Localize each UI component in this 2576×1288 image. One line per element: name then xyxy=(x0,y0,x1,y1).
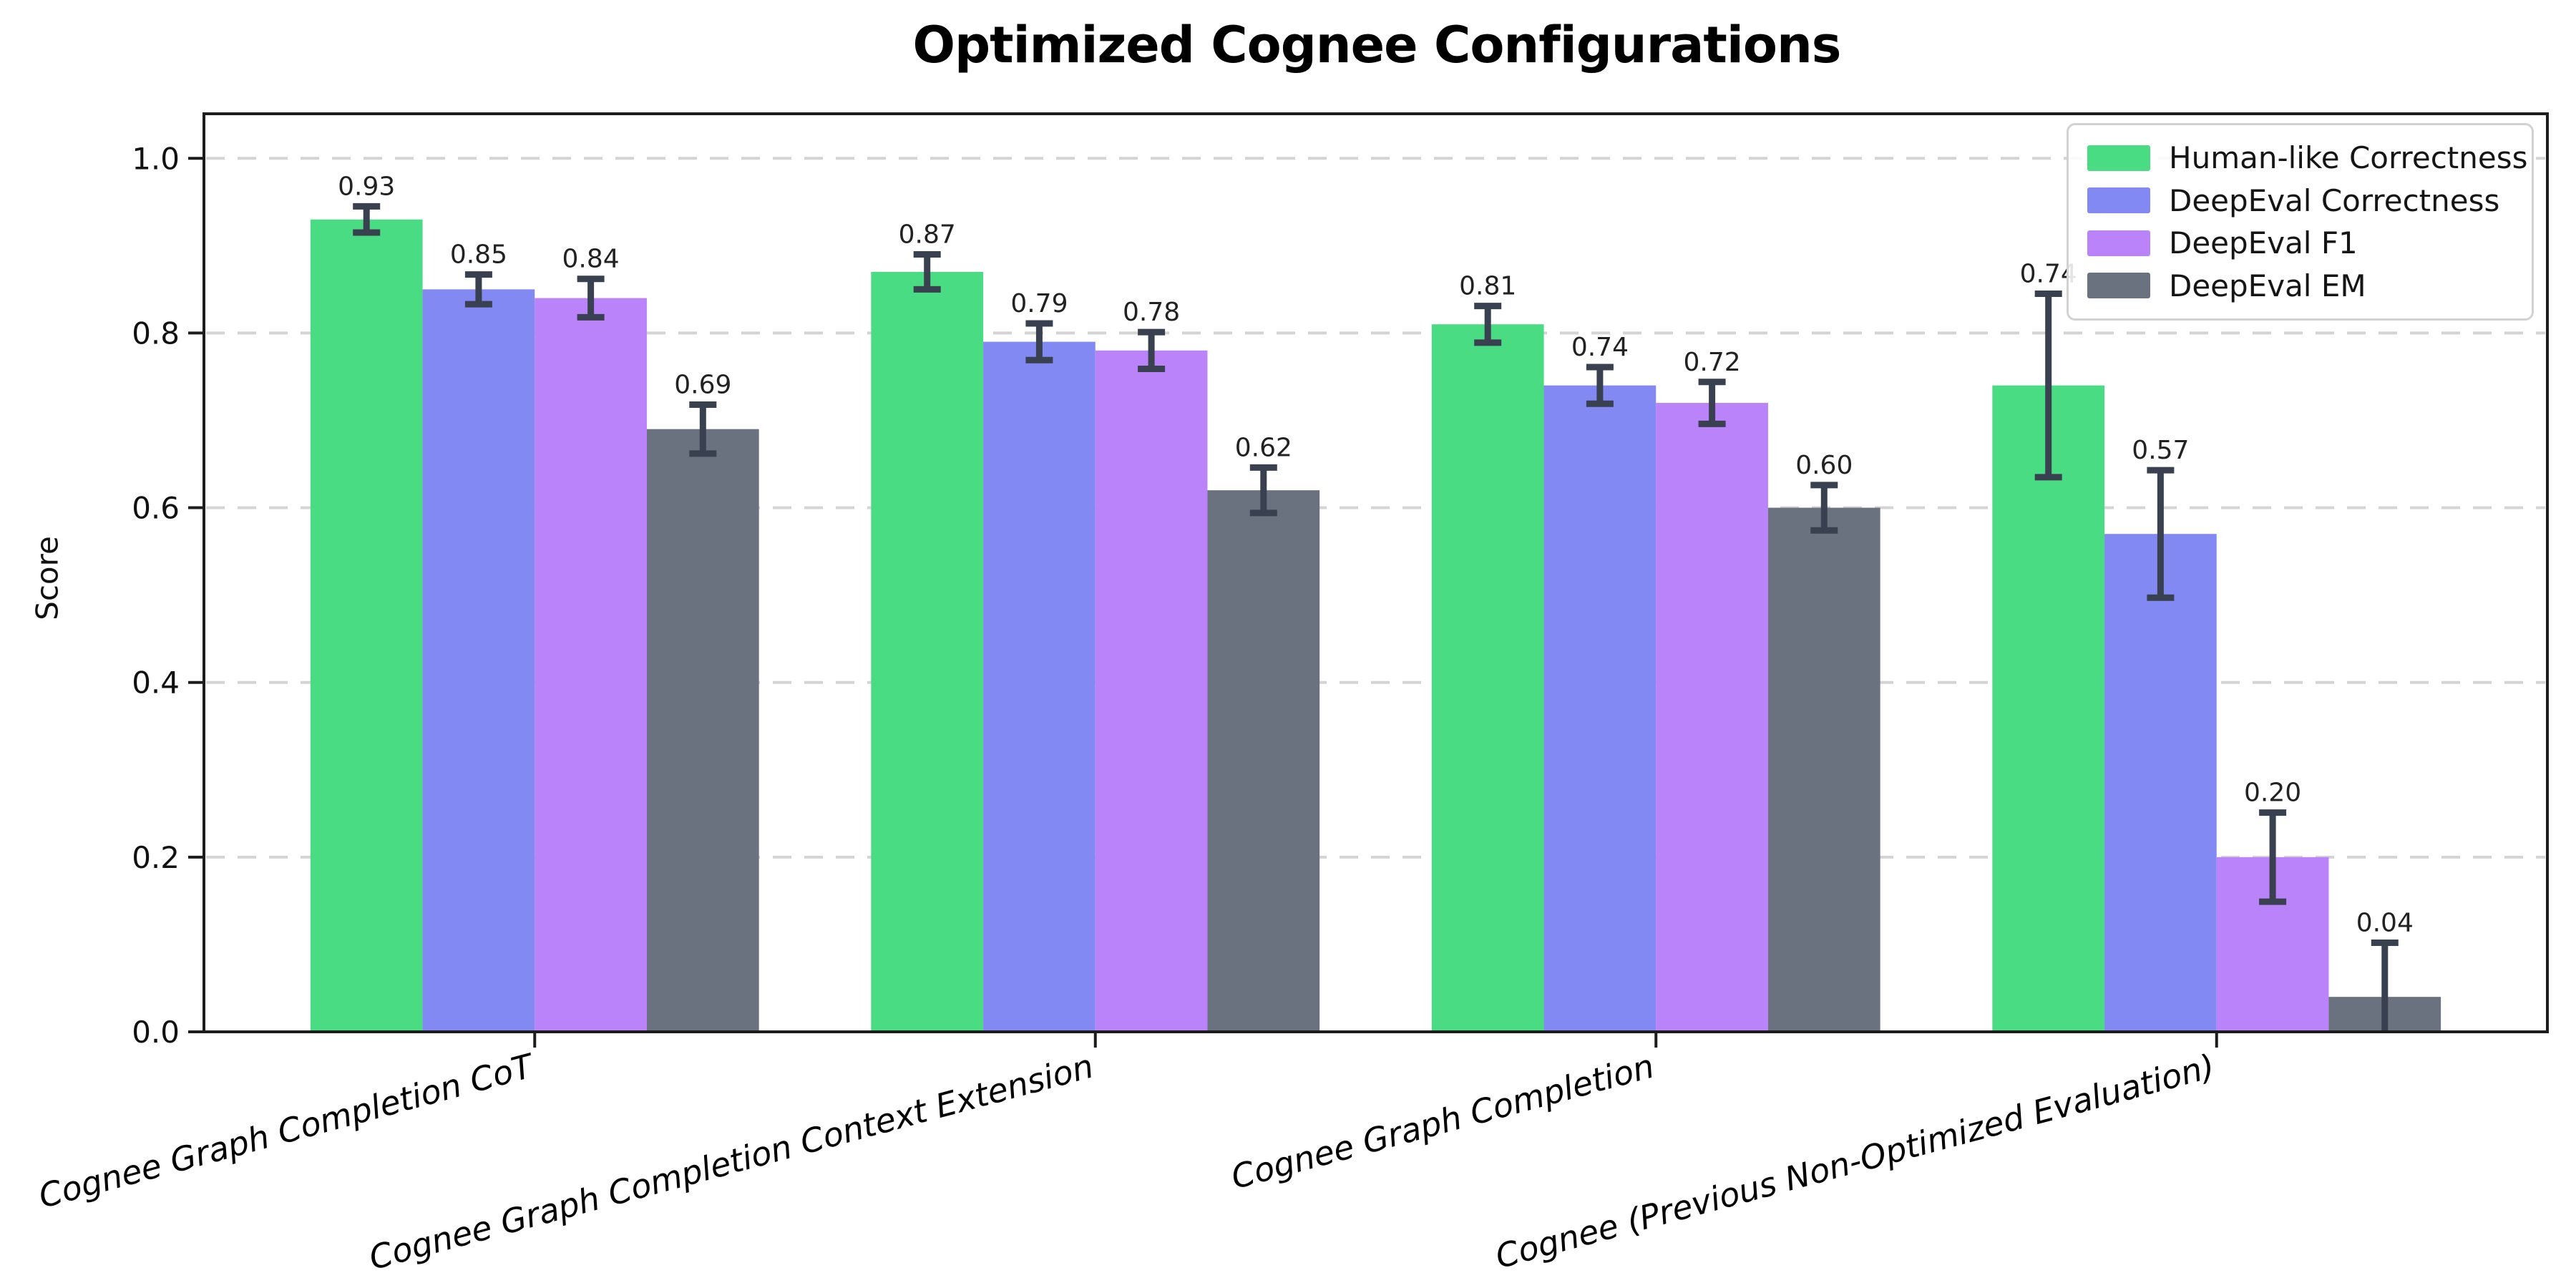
legend-label: DeepEval F1 xyxy=(2169,225,2358,261)
value-label: 0.81 xyxy=(1459,272,1516,301)
y-tick-label-0.8: 0.8 xyxy=(132,316,180,351)
series-deepeval-correctness xyxy=(422,289,2217,1033)
y-tick-label-0.2: 0.2 xyxy=(132,840,180,875)
value-labels: 0.930.870.81 0.740.850.790.740.570.840.78… xyxy=(338,172,2414,937)
y-tick-label-0.6: 0.6 xyxy=(132,491,180,526)
bar-human-like-correctness-g2 xyxy=(871,271,984,1032)
y-tick-label-0.4: 0.4 xyxy=(132,665,180,701)
bar-deepeval-em-g2 xyxy=(1207,490,1320,1032)
legend-item-2: DeepEval Correctness xyxy=(2087,183,2513,218)
legend-swatch xyxy=(2087,187,2150,214)
bar-deepeval-correctness-g3 xyxy=(1543,385,1657,1032)
legend-swatch xyxy=(2087,145,2150,171)
bar-deepeval-em-g3 xyxy=(1767,507,1880,1032)
y-axis-label: Score xyxy=(29,536,65,620)
value-label: 0.78 xyxy=(1123,298,1180,327)
bar-deepeval-correctness-g2 xyxy=(983,341,1096,1032)
value-label: 0.93 xyxy=(338,172,395,201)
legend-swatch xyxy=(2087,273,2150,299)
x-tick-label-1: Cognee Graph Completion CoT xyxy=(34,1045,539,1215)
value-label: 0.62 xyxy=(1235,433,1292,462)
legend-label: DeepEval EM xyxy=(2169,268,2366,303)
bar-deepeval-f1-g2 xyxy=(1095,350,1208,1032)
bar-human-like-correctness-g3 xyxy=(1431,324,1544,1032)
value-label: 0.85 xyxy=(450,240,507,270)
legend-item-4: DeepEval EM xyxy=(2087,268,2513,303)
y-tick-label-0.0: 0.0 xyxy=(132,1015,180,1050)
bar-deepeval-f1-g3 xyxy=(1656,403,1768,1032)
value-label: 0.84 xyxy=(562,245,620,274)
y-axis: 0.0 0.2 0.4 0.6 0.8 1.0 xyxy=(132,141,204,1050)
value-label: 0.74 xyxy=(1571,333,1629,362)
bar-deepeval-correctness-g1 xyxy=(422,289,535,1033)
bar-deepeval-f1-g1 xyxy=(535,298,647,1032)
x-axis: Cognee Graph Completion CoT Cognee Graph … xyxy=(34,1032,2219,1277)
value-label: 0.60 xyxy=(1795,451,1853,480)
series-deepeval-em xyxy=(646,429,2441,1032)
legend-label: DeepEval Correctness xyxy=(2169,182,2500,218)
value-label: 0.79 xyxy=(1010,289,1068,318)
value-label: 0.87 xyxy=(899,220,956,250)
bar-human-like-correctness-g1 xyxy=(310,219,423,1032)
y-tick-label-1.0: 1.0 xyxy=(132,141,180,176)
legend-item-3: DeepEval F1 xyxy=(2087,225,2513,260)
error-bars xyxy=(353,203,2399,1032)
value-label: 0.72 xyxy=(1684,348,1741,377)
value-label: 0.69 xyxy=(674,371,731,400)
legend-item-1: Human-like Correctness xyxy=(2087,140,2528,175)
x-tick-label-3: Cognee Graph Completion xyxy=(1227,1046,1658,1196)
legend-swatch xyxy=(2087,230,2150,256)
axes-frame xyxy=(203,112,2549,1033)
legend-label: Human-like Correctness xyxy=(2169,140,2528,176)
series-deepeval-f1 xyxy=(535,298,2329,1032)
chart-legend: Human-like Correctness DeepEval Correctne… xyxy=(2067,123,2534,321)
series-human-like-correctness xyxy=(310,219,2105,1032)
bar-human-like-correctness-g4 xyxy=(1992,385,2105,1032)
value-label: 0.57 xyxy=(2132,436,2189,465)
bar-deepeval-em-g1 xyxy=(646,429,759,1032)
bar-series-group xyxy=(310,219,2441,1033)
value-label: 0.04 xyxy=(2356,908,2414,937)
chart-title: Optimized Cognee Configurations xyxy=(912,16,1842,74)
bar-deepeval-correctness-g4 xyxy=(2104,534,2217,1032)
value-label: 0.20 xyxy=(2244,779,2301,808)
